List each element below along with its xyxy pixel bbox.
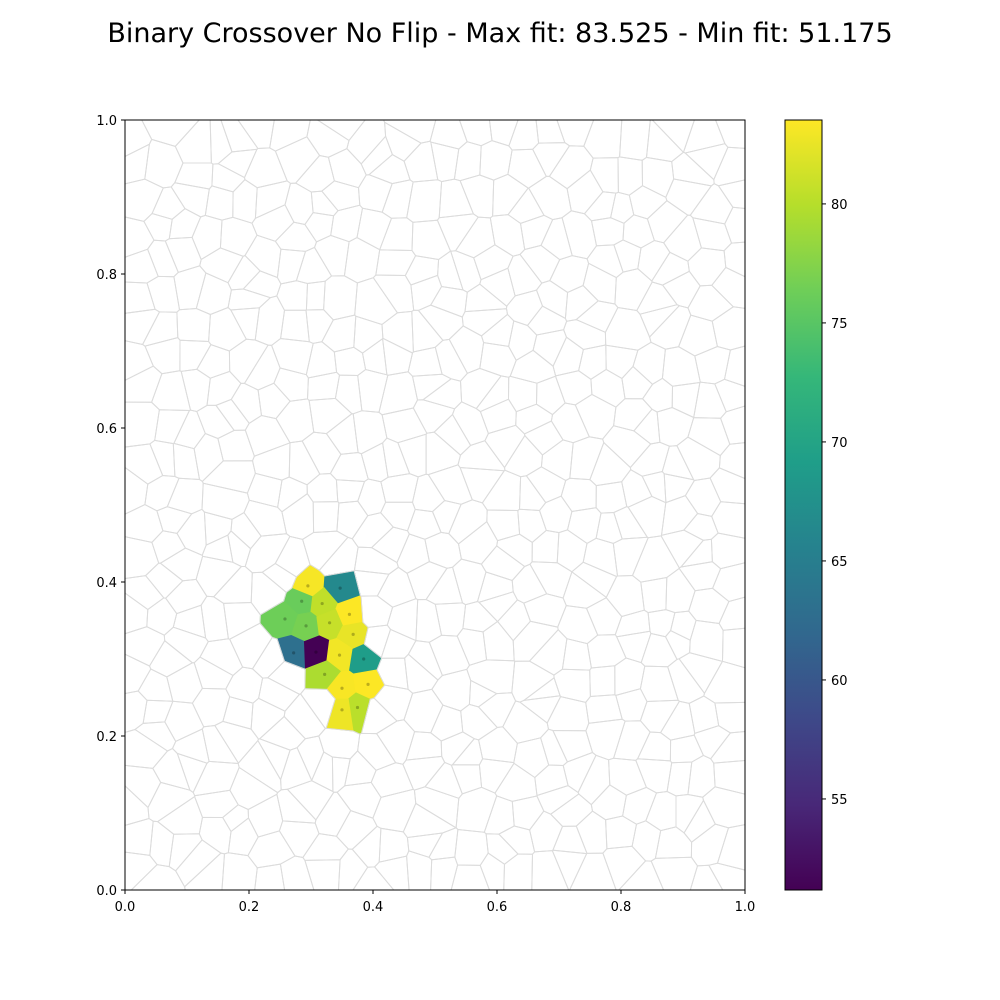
y-axis: 0.0 0.2 0.4 0.6 0.8 1.0 (96, 114, 125, 899)
chart-title: Binary Crossover No Flip - Max fit: 83.5… (107, 18, 892, 49)
x-tick-label: 0.4 (363, 900, 384, 915)
cell-center (292, 651, 296, 655)
colorbar-tick-label: 55 (831, 793, 848, 808)
cell-center (306, 584, 310, 588)
y-tick-label: 0.2 (96, 730, 117, 745)
x-axis: 0.0 0.2 0.4 0.6 0.8 1.0 (115, 890, 756, 915)
background-cell (702, 786, 745, 829)
cell-center (300, 599, 304, 603)
background-cell (711, 562, 745, 603)
colorbar-gradient (785, 120, 822, 890)
background-cell (723, 241, 745, 278)
plot-background (125, 120, 745, 890)
background-cell (261, 562, 298, 594)
cell-center (314, 650, 318, 654)
background-cell (724, 206, 745, 244)
colorbar: 55 60 65 70 75 80 (784, 119, 848, 891)
cell-center (337, 653, 342, 657)
plot-area (124, 119, 746, 891)
colorbar-tick-label: 75 (831, 317, 848, 332)
cell-center (362, 657, 366, 661)
cell-center (340, 708, 344, 712)
background-cell (714, 378, 745, 413)
cell-center (323, 672, 327, 677)
y-tick-label: 1.0 (96, 114, 117, 129)
colorbar-tick-label: 65 (831, 555, 848, 570)
y-tick-label: 0.0 (96, 884, 117, 899)
y-tick-label: 0.8 (96, 268, 117, 283)
x-tick-label: 0.6 (487, 900, 508, 915)
colorbar-tick-label: 80 (831, 198, 848, 213)
cell-center (304, 624, 308, 628)
background-cell (710, 730, 745, 764)
voronoi-cells (125, 120, 745, 890)
background-cell (708, 862, 745, 890)
background-cell (718, 596, 745, 631)
colorbar-tick-label: 60 (831, 674, 848, 689)
background-cell (718, 442, 745, 480)
x-tick-label: 0.0 (115, 900, 136, 915)
background-cell (711, 501, 745, 539)
background-cell (711, 266, 745, 309)
x-tick-label: 0.8 (611, 900, 632, 915)
cell-center (351, 632, 355, 636)
x-tick-label: 0.2 (239, 900, 260, 915)
cell-center (328, 621, 332, 625)
cell-center (347, 612, 352, 616)
cell-center (340, 686, 344, 690)
plot-frame (124, 119, 746, 891)
cell-center (283, 617, 287, 621)
background-cell (714, 701, 745, 734)
background-cell (711, 306, 745, 351)
cell-center (320, 601, 324, 606)
background-cell (531, 850, 570, 890)
y-tick-label: 0.6 (96, 422, 117, 437)
background-cell (713, 146, 745, 187)
background-cell (709, 467, 745, 505)
background-cell (720, 405, 745, 445)
cell-center (338, 586, 342, 590)
cell-center (366, 682, 370, 687)
colorbar-ticks: 55 60 65 70 75 80 (822, 198, 848, 808)
cell-center (355, 705, 360, 710)
y-tick-label: 0.4 (96, 576, 117, 591)
background-cell (710, 532, 745, 570)
x-tick-label: 1.0 (735, 900, 756, 915)
colorbar-frame (784, 119, 823, 891)
colorbar-tick-label: 70 (831, 436, 848, 451)
